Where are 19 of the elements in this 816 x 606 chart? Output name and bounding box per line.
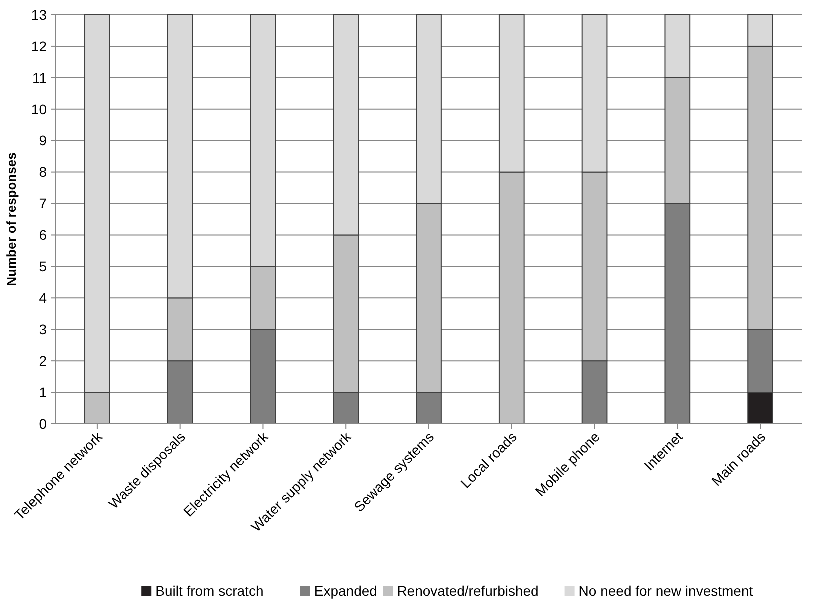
- y-tick-label: 1: [39, 384, 48, 400]
- y-tick-label: 4: [39, 290, 48, 306]
- y-tick-label: 8: [39, 164, 48, 180]
- y-tick-label: 9: [39, 132, 48, 149]
- y-tick-label: 7: [39, 196, 48, 212]
- y-tick-label: 0: [39, 416, 48, 432]
- y-tick-label: 10: [31, 101, 48, 118]
- legend-label: Renovated/refurbished: [397, 583, 539, 599]
- legend-label: No need for new investment: [578, 583, 754, 599]
- y-tick-label: 11: [32, 70, 48, 86]
- legend-label: Built from scratch: [156, 583, 264, 599]
- y-tick-label: 3: [39, 322, 48, 338]
- legend-label: Expanded: [314, 583, 378, 599]
- y-tick-label: 13: [31, 6, 48, 23]
- y-tick-label: 5: [39, 258, 48, 275]
- y-tick-label: 6: [39, 227, 48, 244]
- y-tick-label: 2: [39, 352, 48, 369]
- y-axis-title: Number of responses: [4, 152, 19, 286]
- y-tick-label: 12: [31, 38, 48, 54]
